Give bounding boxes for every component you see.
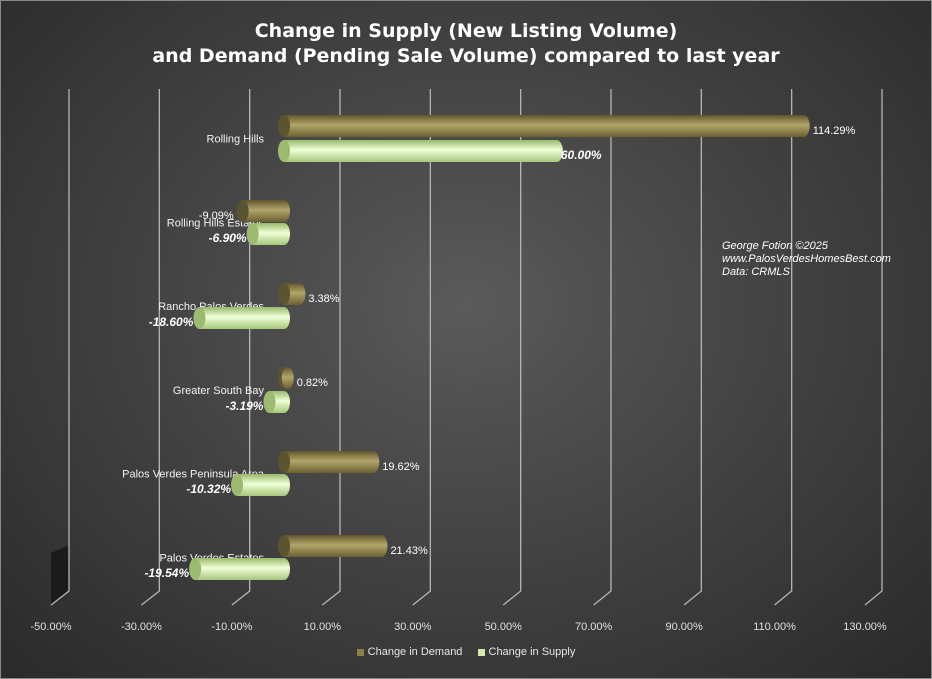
x-tick-label: 30.00% bbox=[394, 621, 432, 633]
x-tick-label: 10.00% bbox=[304, 621, 342, 633]
data-label-supply: 60.00% bbox=[561, 148, 602, 162]
bar-demand bbox=[278, 367, 294, 389]
credits-website: www.PalosVerdesHomesBest.com bbox=[722, 253, 891, 265]
bar-supply bbox=[189, 558, 290, 580]
data-label-demand: 21.43% bbox=[390, 545, 428, 557]
bar-supply bbox=[231, 474, 290, 496]
data-label-demand: 19.62% bbox=[382, 461, 420, 473]
chart-title-line-1: Change in Supply (New Listing Volume) bbox=[254, 20, 678, 42]
bar-demand bbox=[278, 535, 388, 557]
data-label-demand: -9.09% bbox=[199, 210, 234, 222]
data-label-demand: 0.82% bbox=[297, 377, 328, 389]
gridline bbox=[412, 89, 431, 606]
data-label-supply: -10.32% bbox=[186, 482, 231, 496]
category-label: Greater South Bay bbox=[173, 385, 265, 397]
bar-demand bbox=[278, 451, 380, 473]
legend-swatch-demand bbox=[356, 648, 364, 656]
x-tick-label: 90.00% bbox=[665, 621, 703, 633]
bar-demand bbox=[236, 200, 290, 222]
credits-author: George Fotion ©2025 bbox=[722, 240, 828, 252]
gridline bbox=[231, 89, 251, 606]
data-label-supply: -19.54% bbox=[144, 566, 189, 580]
gridline bbox=[683, 89, 702, 606]
bar-supply bbox=[246, 223, 290, 245]
x-tick-label: 130.00% bbox=[843, 621, 887, 633]
legend-label-supply: Change in Supply bbox=[488, 646, 576, 658]
x-tick-label: 110.00% bbox=[753, 621, 796, 633]
credits-annotation: George Fotion ©2025 www.PalosVerdesHomes… bbox=[722, 240, 891, 279]
legend-swatch-supply bbox=[477, 648, 485, 656]
bar-supply bbox=[263, 391, 290, 413]
data-label-supply: -6.90% bbox=[209, 231, 247, 245]
chart-legend: Change in Demand Change in Supply bbox=[1, 646, 931, 659]
data-label-supply: -18.60% bbox=[149, 315, 194, 329]
legend-label-demand: Change in Demand bbox=[367, 646, 463, 658]
bar-supply bbox=[278, 140, 563, 162]
data-label-demand: 114.29% bbox=[813, 125, 856, 137]
data-label-supply: -3.19% bbox=[225, 399, 263, 413]
gridline bbox=[50, 89, 70, 606]
data-label-demand: 3.38% bbox=[308, 293, 339, 305]
credits-data-source: Data: CRMLS bbox=[722, 266, 790, 278]
category-label: Palos Verdes Peninsula Area bbox=[122, 469, 265, 481]
bar-supply bbox=[193, 307, 290, 329]
x-tick-label: 50.00% bbox=[485, 621, 523, 633]
wall-corner-shadow bbox=[51, 545, 69, 605]
gridline bbox=[774, 89, 793, 606]
x-tick-label: -10.00% bbox=[211, 621, 252, 633]
gridline bbox=[864, 89, 883, 606]
bar-demand bbox=[278, 115, 810, 137]
category-label: Rolling Hills bbox=[207, 134, 265, 146]
x-tick-label: -50.00% bbox=[31, 621, 72, 633]
chart-title-line-2: and Demand (Pending Sale Volume) compare… bbox=[152, 45, 780, 67]
gridline bbox=[321, 89, 341, 606]
gridline bbox=[141, 89, 160, 606]
legend-item-demand: Change in Demand bbox=[356, 646, 463, 658]
x-tick-label: 70.00% bbox=[575, 621, 613, 633]
legend-item-supply: Change in Supply bbox=[477, 646, 576, 658]
x-tick-label: -30.00% bbox=[121, 621, 162, 633]
gridline bbox=[593, 89, 612, 606]
gridline bbox=[502, 89, 522, 606]
bar-demand bbox=[278, 283, 306, 305]
